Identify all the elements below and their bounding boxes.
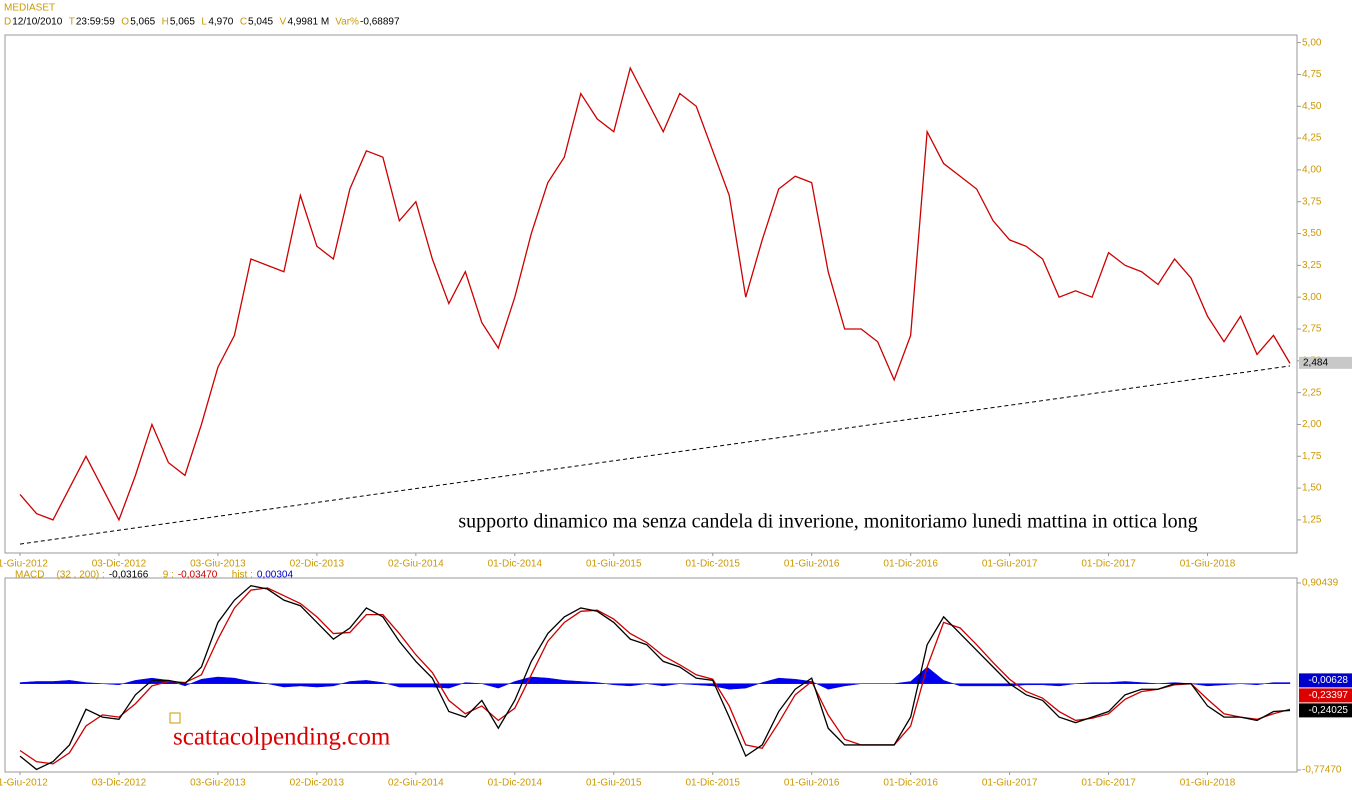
param-label: 9 : (163, 570, 174, 581)
y-tick-label: 2,75 (1302, 324, 1322, 335)
param-value: 0,00304 (257, 570, 294, 581)
param-value: -0,03470 (178, 570, 218, 581)
param-label: (32 , 200) : (56, 570, 104, 581)
line-series (19, 584, 1291, 771)
y-tick-label: 0,90439 (1302, 578, 1339, 589)
y-tick-label: 3,50 (1302, 228, 1322, 239)
x-tick-label: 01-Giu-2018 (1180, 778, 1236, 789)
line-series (19, 66, 1291, 522)
chart-title: MEDIASET (4, 3, 55, 14)
y-tick-label: 2,25 (1302, 387, 1322, 398)
x-tick-label: 01-Giu-2012 (0, 778, 48, 789)
x-tick-label: 01-Dic-2014 (488, 778, 543, 789)
x-tick-label: 01-Giu-2015 (586, 559, 642, 570)
y-tick-label: 5,00 (1302, 37, 1322, 48)
plot-frame (4, 577, 1298, 773)
x-tick-label: 01-Giu-2017 (982, 778, 1038, 789)
watermark-icon (169, 712, 181, 724)
y-tick-label: 4,25 (1302, 133, 1322, 144)
x-tick-label: 03-Giu-2013 (190, 559, 246, 570)
param-value: -0,03166 (109, 570, 149, 581)
y-tick-label: 4,00 (1302, 165, 1322, 176)
x-tick-label: 01-Giu-2012 (0, 559, 48, 570)
y-tick-label: 3,75 (1302, 196, 1322, 207)
last-price-box (1299, 356, 1352, 369)
y-tick-label: 4,75 (1302, 69, 1322, 80)
info-value: -0,68897 (360, 17, 400, 28)
x-tick-label: 02-Dic-2013 (290, 559, 345, 570)
annotation: supporto dinamico ma senza candela di in… (458, 511, 1197, 533)
x-tick-label: 01-Giu-2017 (982, 559, 1038, 570)
info-label: D (4, 17, 11, 28)
info-value: 12/10/2010 (12, 17, 62, 28)
line-series (19, 587, 1291, 765)
value-box-label: -0,00628 (1309, 675, 1349, 686)
histogram-area (19, 666, 1291, 690)
x-tick-label: 01-Dic-2015 (685, 778, 740, 789)
value-box (1299, 703, 1352, 718)
x-tick-label: 01-Giu-2016 (784, 559, 840, 570)
x-tick-label: 01-Dic-2017 (1081, 778, 1136, 789)
x-tick-label: 01-Dic-2015 (685, 559, 740, 570)
x-tick-label: 02-Giu-2014 (388, 559, 444, 570)
y-tick-label: 1,25 (1302, 515, 1322, 526)
watermark: scattacolpending.com (173, 724, 391, 751)
indicator-title: MACD (15, 570, 44, 581)
last-price-label: 2,484 (1303, 357, 1328, 368)
value-box (1299, 688, 1352, 703)
info-value: 5,065 (130, 17, 155, 28)
x-tick-label: 03-Dic-2012 (92, 559, 147, 570)
y-tick-label: 3,00 (1302, 292, 1322, 303)
plot-frame (4, 34, 1298, 554)
info-value: 4,970 (208, 17, 233, 28)
info-value: 23:59:59 (76, 17, 115, 28)
x-tick-label: 01-Giu-2015 (586, 778, 642, 789)
y-tick-label: 1,75 (1302, 451, 1322, 462)
x-tick-label: 01-Dic-2017 (1081, 559, 1136, 570)
info-label: T (69, 17, 75, 28)
value-box-label: -0,23397 (1309, 690, 1349, 701)
info-label: Var% (335, 17, 359, 28)
y-tick-label: -0,77470 (1302, 765, 1342, 776)
y-tick-label: 3,25 (1302, 260, 1322, 271)
x-tick-label: 02-Dic-2013 (290, 778, 345, 789)
x-tick-label: 01-Dic-2016 (883, 778, 938, 789)
y-tick-label: 2,00 (1302, 419, 1322, 430)
value-box (1299, 673, 1352, 688)
info-label: V (280, 17, 287, 28)
x-tick-label: 01-Giu-2016 (784, 778, 840, 789)
x-tick-label: 02-Giu-2014 (388, 778, 444, 789)
y-tick-label: 1,50 (1302, 483, 1322, 494)
info-label: C (240, 17, 247, 28)
x-tick-label: 03-Giu-2013 (190, 778, 246, 789)
info-label: O (121, 17, 129, 28)
param-label: hist : (232, 570, 253, 581)
info-value: 4,9981 M (288, 17, 330, 28)
x-tick-label: 01-Dic-2016 (883, 559, 938, 570)
x-tick-label: 01-Dic-2014 (488, 559, 543, 570)
x-tick-label: 03-Dic-2012 (92, 778, 147, 789)
info-label: L (201, 17, 207, 28)
y-tick-label: 4,50 (1302, 101, 1322, 112)
x-tick-label: 01-Giu-2018 (1180, 559, 1236, 570)
info-label: H (162, 17, 169, 28)
info-value: 5,045 (248, 17, 273, 28)
support-line (19, 365, 1291, 545)
value-box-label: -0,24025 (1309, 705, 1349, 716)
info-value: 5,065 (170, 17, 195, 28)
